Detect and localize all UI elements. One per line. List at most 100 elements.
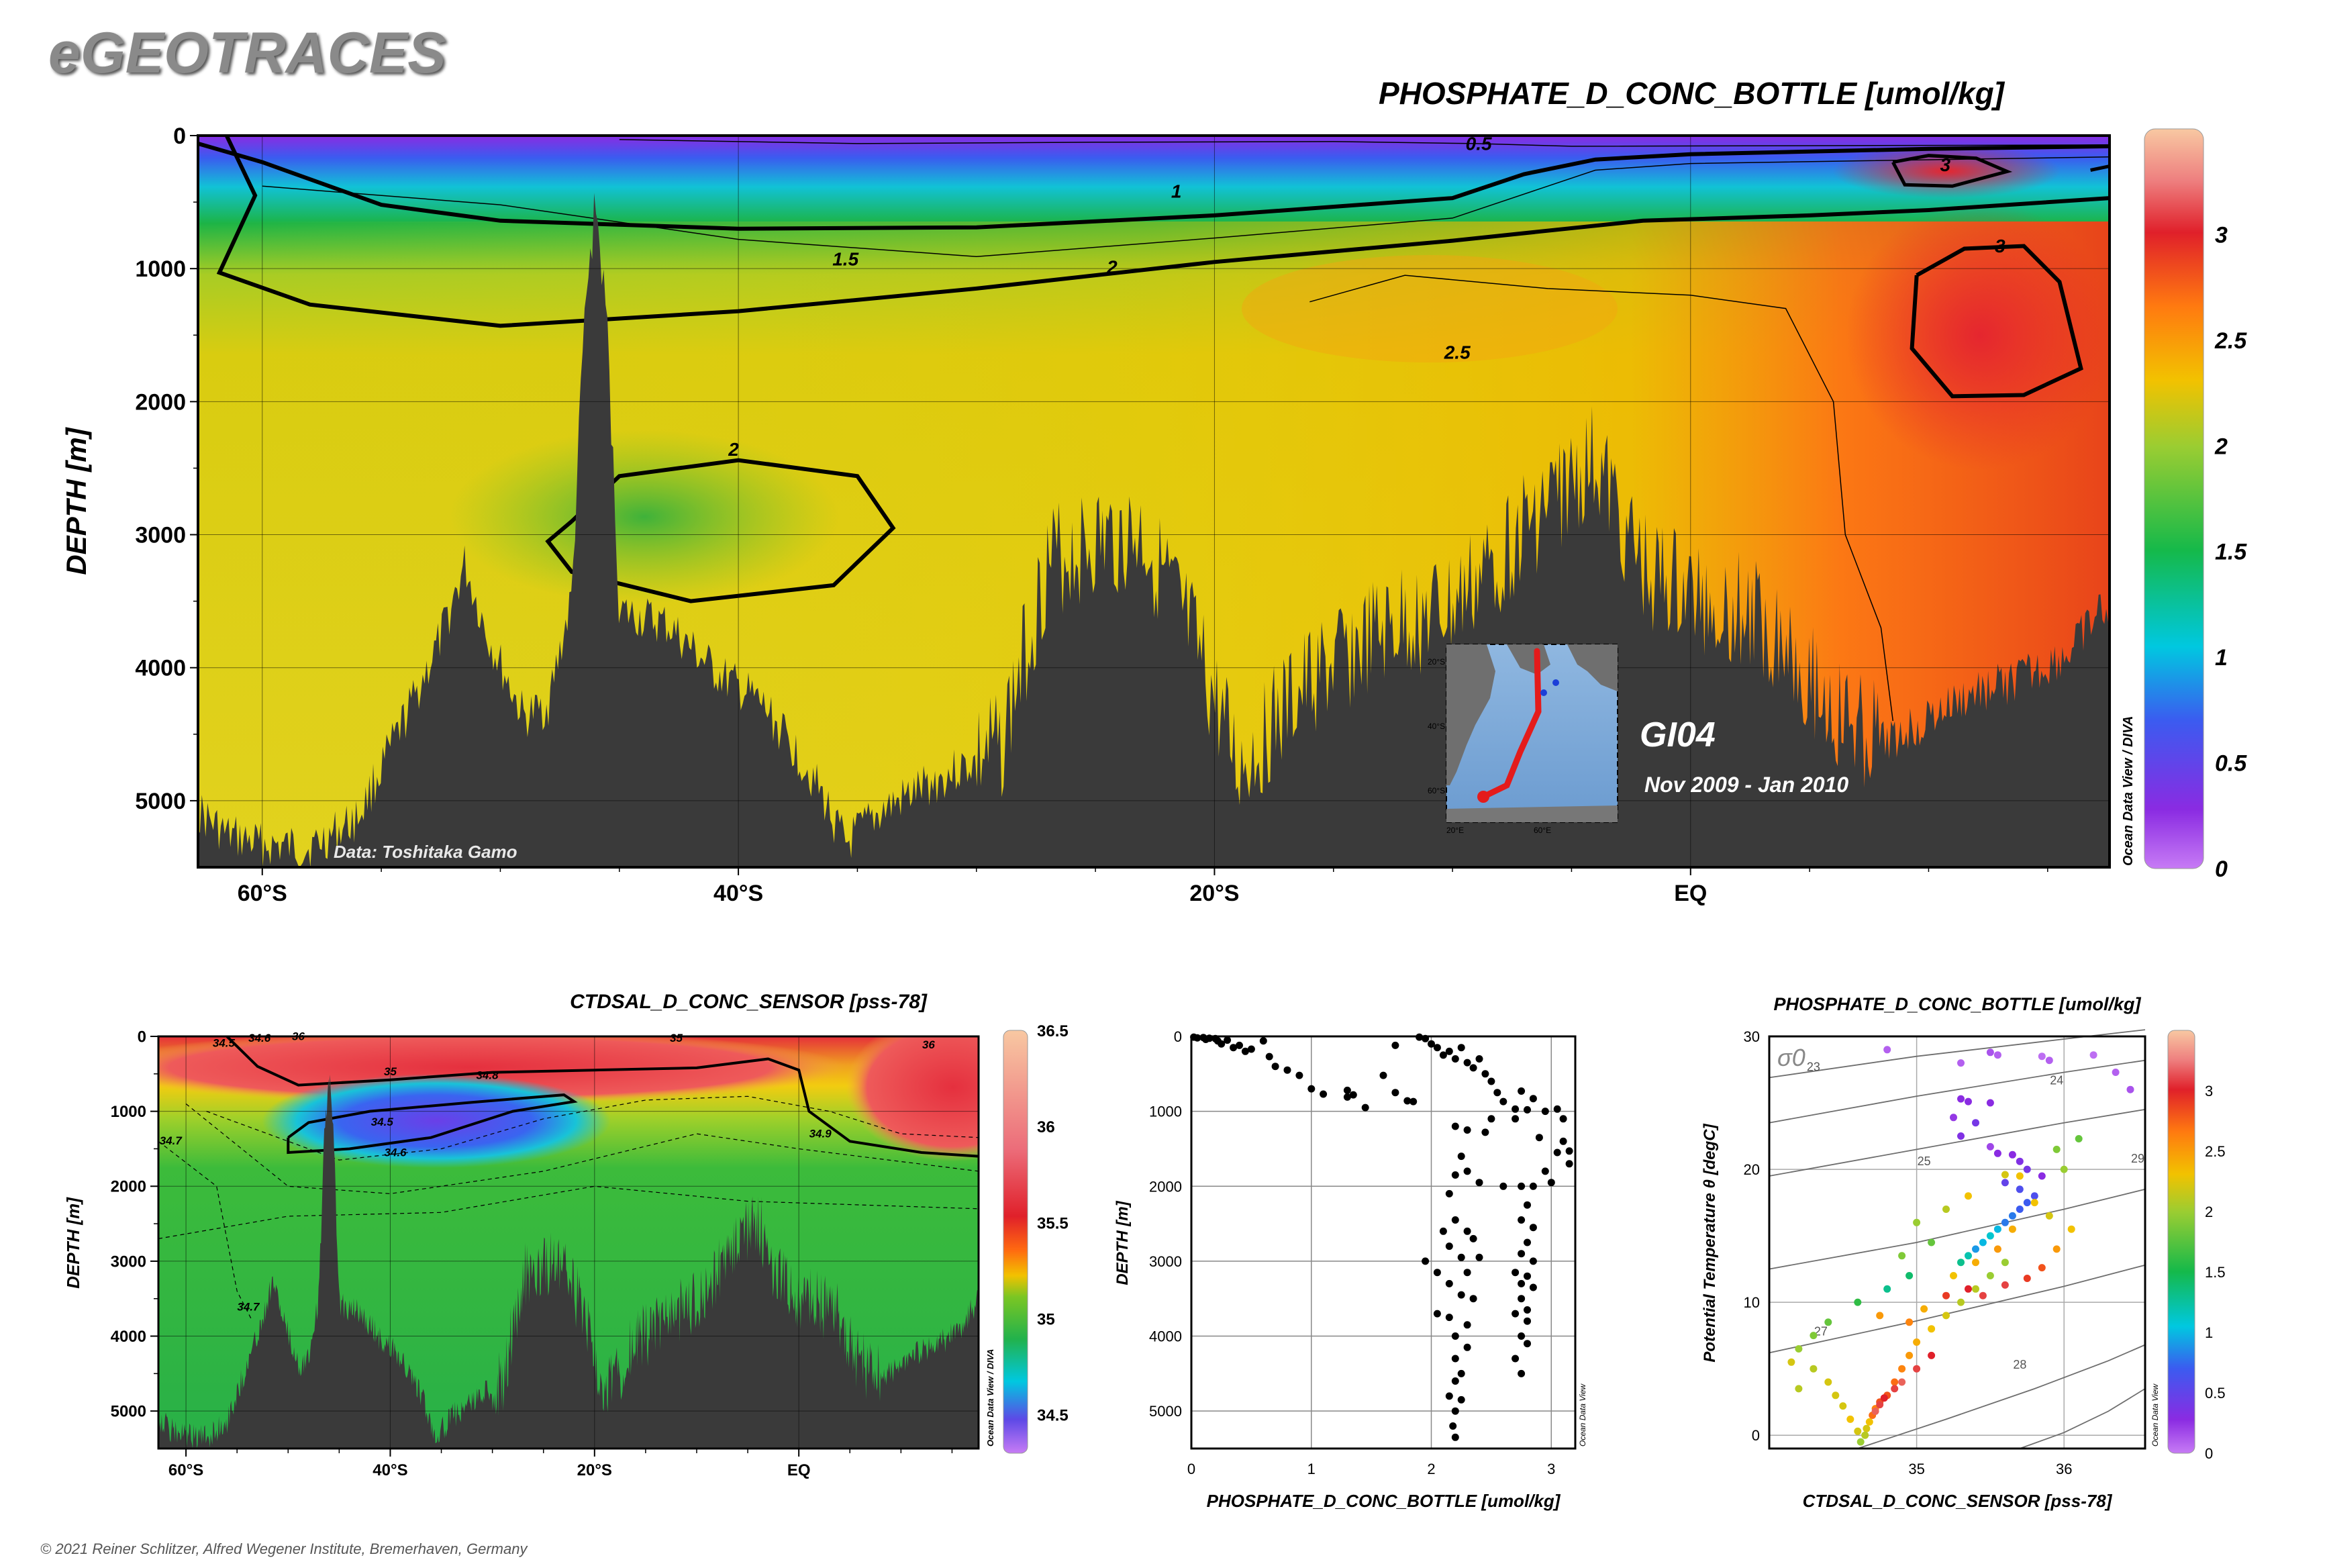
y-tick-label: 0 — [1174, 1028, 1182, 1045]
isopycnal-label: 24 — [2050, 1073, 2063, 1087]
ts-point — [1795, 1385, 1803, 1393]
colorbar-tick-label: 0 — [2205, 1445, 2213, 1462]
x-axis-label: PHOSPHATE_D_CONC_BOTTLE [umol/kg] — [1207, 1491, 1561, 1511]
profile-point — [1512, 1355, 1520, 1363]
profile-point — [1224, 1036, 1232, 1044]
profile-point — [1451, 1433, 1459, 1441]
colorbar-tick-label: 3 — [2215, 222, 2228, 248]
profile-point — [1469, 1064, 1477, 1072]
contour-label: 3 — [1995, 236, 2006, 256]
profile-point — [1433, 1310, 1441, 1318]
profile-point — [1541, 1167, 1549, 1175]
profile-point — [1524, 1238, 1531, 1246]
ts-point — [1965, 1252, 1972, 1260]
ts-point — [2008, 1212, 2016, 1220]
ts-point — [1876, 1312, 1884, 1320]
profile-point — [1428, 1040, 1435, 1048]
profile-point — [1512, 1115, 1520, 1123]
map-africa — [1446, 644, 1495, 785]
ts-point — [1876, 1401, 1884, 1409]
isopycnal-line — [1769, 1109, 2146, 1177]
ts-point — [1993, 1149, 2001, 1157]
ts-point — [2016, 1157, 2024, 1165]
seafloor-bathymetry — [198, 193, 2110, 867]
ts-point — [1891, 1378, 1899, 1386]
profile-point — [1499, 1097, 1507, 1106]
y-axis-label: DEPTH [m] — [1113, 1200, 1132, 1285]
colorbar-tick-label: 36.5 — [1037, 1022, 1069, 1040]
isopycnal-label: 27 — [1814, 1325, 1828, 1338]
isopycnals: 23 24 25 27 28 29 — [1769, 1029, 2146, 1449]
ts-point — [1839, 1402, 1847, 1410]
contour-label: 35 — [670, 1032, 683, 1044]
profile-point — [1403, 1097, 1412, 1105]
ts-point — [1942, 1206, 1950, 1213]
colorbar-tick-label: 2 — [2205, 1204, 2213, 1220]
profile-point — [1451, 1332, 1459, 1340]
colorbar-tick-label: 0 — [2215, 856, 2228, 882]
ts-point — [1950, 1272, 1957, 1279]
colorbar-tick-label: 36 — [1037, 1118, 1055, 1136]
profile-point — [1283, 1066, 1291, 1074]
x-tick-label: 0 — [1187, 1461, 1195, 1477]
isopycnal-label: 28 — [2013, 1358, 2026, 1371]
contour-line — [1910, 244, 2083, 399]
profile-point — [1451, 1407, 1459, 1415]
colorbar-tick-label: 1.5 — [2205, 1264, 2226, 1281]
colorbar-tick-label: 1 — [2215, 645, 2228, 671]
ts-point — [1965, 1192, 1972, 1200]
profile-point — [1457, 1253, 1465, 1261]
sigma-label: σ0 — [1777, 1044, 1805, 1071]
low-phosphate-core — [450, 430, 839, 604]
odv-credit: Ocean Data View / DIVA — [985, 1349, 995, 1447]
profile-point — [1565, 1160, 1573, 1168]
ts-point — [1913, 1365, 1921, 1373]
contour-label: 34.6 — [248, 1032, 271, 1044]
ts-point — [1854, 1298, 1862, 1306]
profile-point — [1445, 1189, 1453, 1197]
copyright-note: © 2021 Reiner Schlitzer, Alfred Wegener … — [40, 1540, 528, 1557]
ts-point — [1928, 1325, 1936, 1333]
axes: 0 1 2 3 0 1000 2000 3000 4000 5000 — [1149, 1028, 1555, 1477]
profile-point — [1475, 1179, 1483, 1187]
profile-point — [1307, 1085, 1316, 1093]
contour-line — [158, 1140, 253, 1322]
ts-point — [1957, 1059, 1965, 1067]
data-credit: Data: Toshitaka Gamo — [334, 842, 517, 862]
colorbar-ticks: 0 0.5 1 1.5 2 2.5 3 — [2205, 1083, 2226, 1462]
axes: 35 36 0 10 20 30 — [1744, 1028, 2073, 1477]
ts-point — [2008, 1225, 2016, 1233]
profile-point — [1451, 1355, 1459, 1363]
ts-point — [2038, 1172, 2046, 1180]
salinity-section-chart: 34.5 34.6 34.5 34.6 35 34.8 34.9 36 35 36 34.7 34.7… — [63, 991, 1069, 1479]
ts-point — [1986, 1232, 1994, 1240]
contour-line — [226, 1036, 979, 1158]
y-tick-label: 2000 — [135, 389, 186, 415]
profile-point — [1445, 1314, 1453, 1322]
ts-point — [2038, 1264, 2046, 1272]
contour-line — [216, 136, 2110, 328]
profile-point — [1320, 1090, 1328, 1098]
map-lon-label: 60°E — [1534, 826, 1551, 835]
contour-label: 34.6 — [385, 1146, 407, 1159]
ts-point — [1871, 1408, 1879, 1415]
contour-line — [2090, 164, 2110, 172]
profile-point — [1524, 1317, 1531, 1325]
contour-label: 34.5 — [213, 1037, 236, 1050]
profile-point — [1524, 1340, 1531, 1348]
colorbar-tick-label: 0.5 — [2215, 751, 2247, 777]
isopycnal-line — [1857, 1344, 2146, 1449]
odv-credit: Ocean Data View / DIVA — [2121, 716, 2136, 866]
y-tick-label: 4000 — [1149, 1328, 1182, 1345]
ts-point — [1891, 1385, 1899, 1393]
isopycnal-label: 23 — [1807, 1060, 1820, 1073]
profile-point — [1499, 1182, 1507, 1190]
x-axis-label: CTDSAL_D_CONC_SENSOR [pss-78] — [1803, 1491, 2113, 1511]
profile-point — [1512, 1310, 1520, 1318]
y-tick-label: 4000 — [111, 1328, 146, 1346]
x-tick-label: 1 — [1307, 1461, 1316, 1477]
contour-label: 34.7 — [237, 1301, 260, 1314]
profile-point — [1271, 1063, 1279, 1071]
profile-point — [1457, 1044, 1465, 1052]
profile-point — [1451, 1377, 1459, 1385]
